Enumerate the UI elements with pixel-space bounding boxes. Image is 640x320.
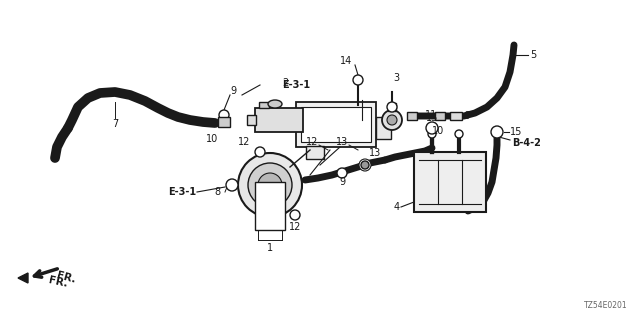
Circle shape (428, 130, 436, 138)
Circle shape (353, 75, 363, 85)
Circle shape (248, 163, 292, 207)
Text: E-3-1: E-3-1 (168, 187, 196, 197)
Text: E-3-1: E-3-1 (282, 80, 310, 90)
Text: 8: 8 (214, 187, 220, 197)
Circle shape (426, 122, 438, 134)
Text: 10: 10 (206, 134, 218, 144)
Text: 11: 11 (425, 110, 437, 120)
Circle shape (337, 168, 347, 178)
Text: 3: 3 (393, 73, 399, 83)
Circle shape (387, 115, 397, 125)
Polygon shape (301, 107, 371, 142)
Text: 9: 9 (339, 177, 345, 187)
Polygon shape (388, 103, 396, 111)
Polygon shape (218, 117, 230, 127)
Polygon shape (407, 112, 417, 120)
Polygon shape (296, 102, 376, 147)
Text: 15: 15 (510, 127, 522, 137)
Polygon shape (450, 112, 462, 120)
Circle shape (387, 102, 397, 112)
Text: 5: 5 (530, 50, 536, 60)
Text: 1: 1 (267, 243, 273, 253)
Circle shape (219, 110, 229, 120)
Text: 13: 13 (369, 148, 381, 158)
Text: 10: 10 (432, 126, 444, 136)
Circle shape (491, 126, 503, 138)
Circle shape (226, 179, 238, 191)
Text: TZ54E0201: TZ54E0201 (584, 301, 628, 310)
Text: 7: 7 (112, 119, 118, 129)
Text: 9: 9 (230, 86, 236, 96)
Polygon shape (255, 108, 303, 132)
Polygon shape (306, 146, 324, 159)
Text: 14: 14 (340, 56, 352, 66)
Text: 15: 15 (426, 113, 438, 123)
Circle shape (382, 110, 402, 130)
Text: 12: 12 (306, 137, 318, 147)
Text: FR.: FR. (48, 275, 69, 289)
Text: 4: 4 (394, 202, 400, 212)
Circle shape (359, 159, 371, 171)
Polygon shape (414, 152, 486, 212)
Polygon shape (18, 273, 28, 283)
Polygon shape (376, 117, 391, 139)
Circle shape (238, 153, 302, 217)
Text: 12: 12 (237, 137, 250, 147)
Text: 12: 12 (289, 222, 301, 232)
Circle shape (255, 147, 265, 157)
Circle shape (361, 161, 369, 169)
Circle shape (455, 130, 463, 138)
Text: 6: 6 (463, 111, 469, 121)
Text: B-4-2: B-4-2 (512, 138, 541, 148)
Text: FR.: FR. (55, 271, 76, 285)
Text: 13: 13 (336, 137, 348, 147)
Text: 2: 2 (282, 78, 288, 88)
Polygon shape (259, 102, 269, 108)
Polygon shape (247, 115, 256, 125)
Circle shape (290, 210, 300, 220)
Circle shape (258, 173, 282, 197)
Polygon shape (435, 112, 445, 120)
Ellipse shape (268, 100, 282, 108)
Polygon shape (255, 182, 285, 230)
